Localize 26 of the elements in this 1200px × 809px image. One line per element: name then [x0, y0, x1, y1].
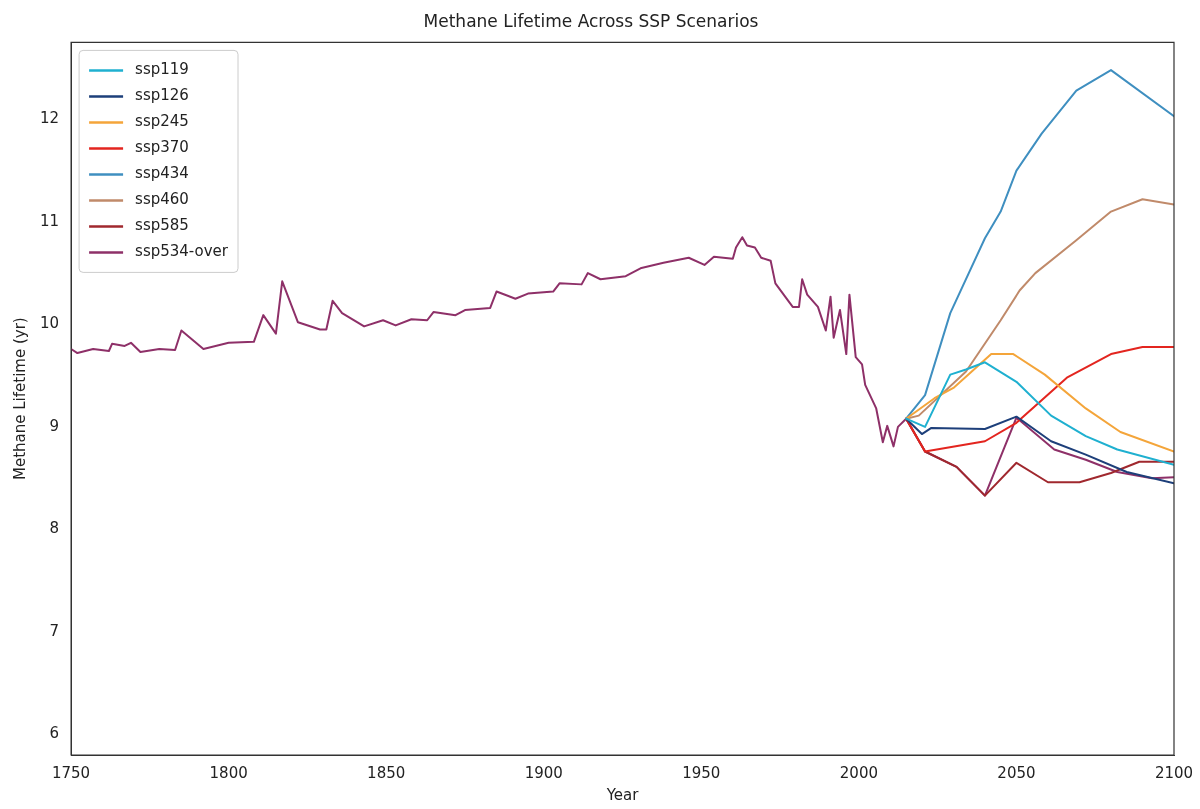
x-tick-label: 1950: [682, 763, 721, 782]
x-tick-label: 2100: [1154, 763, 1194, 782]
legend-label: ssp370: [135, 138, 189, 157]
chart-title: Methane Lifetime Across SSP Scenarios: [423, 10, 759, 31]
y-tick-label: 10: [39, 314, 60, 333]
x-tick-label: 1750: [51, 763, 91, 782]
legend-label: ssp534-over: [135, 242, 229, 261]
legend-label: ssp245: [135, 112, 189, 131]
x-tick-label: 2000: [839, 763, 878, 782]
x-tick-label: 1900: [524, 763, 563, 782]
y-tick-label: 12: [39, 109, 60, 128]
legend-label: ssp460: [135, 190, 189, 209]
legend-label: ssp434: [135, 164, 189, 183]
legend-label: ssp585: [135, 216, 189, 235]
x-axis-title: Year: [605, 785, 640, 804]
y-tick-label: 11: [39, 211, 60, 230]
y-tick-label: 9: [49, 416, 60, 435]
y-tick-label: 7: [49, 621, 60, 640]
x-tick-label: 2050: [997, 763, 1036, 782]
x-tick-label: 1850: [367, 763, 406, 782]
y-tick-label: 8: [49, 519, 60, 538]
y-tick-label: 6: [49, 724, 60, 743]
legend-label: ssp126: [135, 86, 189, 105]
x-tick-label: 1800: [209, 763, 248, 782]
legend-label: ssp119: [135, 60, 189, 79]
y-axis-title: Methane Lifetime (yr): [10, 317, 29, 481]
